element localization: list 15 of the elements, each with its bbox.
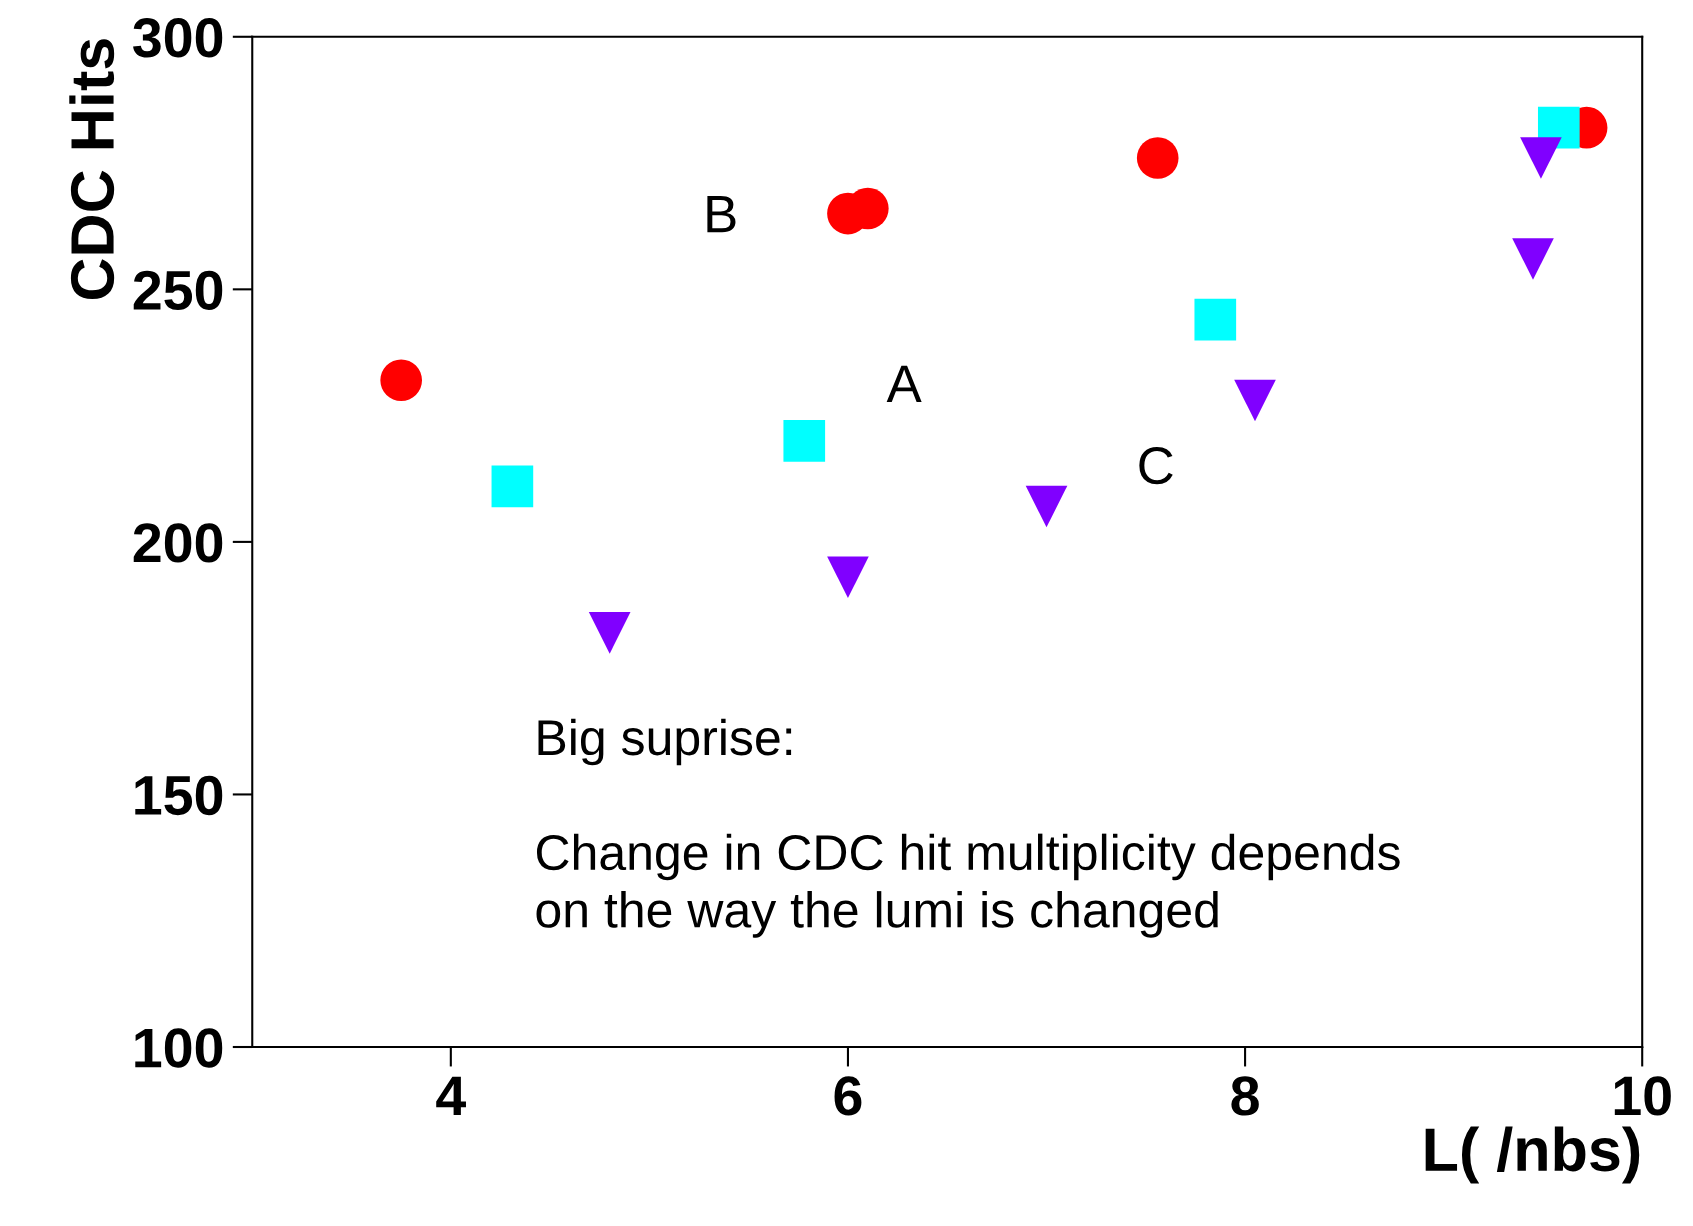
annotation: B xyxy=(707,195,736,233)
annotation: A xyxy=(886,365,922,402)
y-tick-label: 300 xyxy=(133,18,223,58)
x-axis-title: L( /nbs) xyxy=(1425,1126,1640,1184)
annotation: C xyxy=(1139,446,1173,485)
x-tick-label: 8 xyxy=(1231,1076,1259,1116)
x-tick-label: 10 xyxy=(1614,1076,1671,1116)
y-tick-label: 100 xyxy=(135,1028,223,1068)
text: Big suprise: Change in CDC hit multiplicity depends on the way the lumi is changed xyxy=(536,718,1400,938)
y-tick-label: 150 xyxy=(135,775,223,816)
y-tick-label: 200 xyxy=(133,523,223,563)
y-tick-label: 250 xyxy=(133,270,223,311)
y-axis-title: CDC Hits xyxy=(69,39,115,300)
x-tick-label: 6 xyxy=(834,1076,862,1116)
x-tick-label: 4 xyxy=(436,1076,466,1116)
